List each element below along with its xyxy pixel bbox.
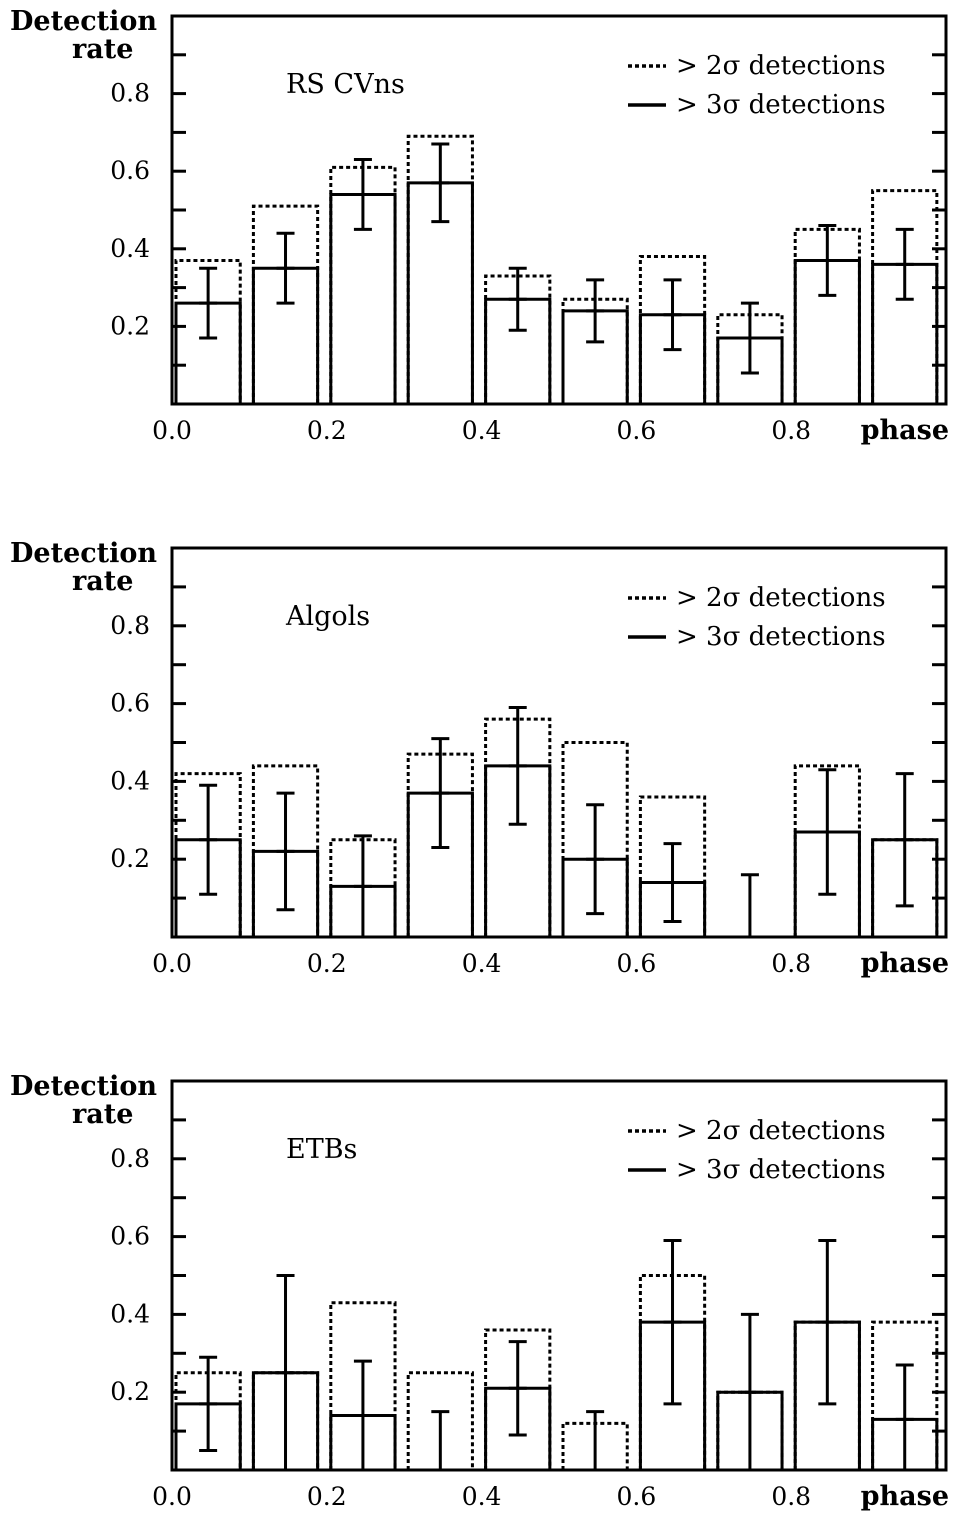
y-tick-label: 0.4 [110,1299,150,1328]
y-tick-label: 0.8 [110,1144,150,1173]
legend-entry: > 3σ detections [676,1155,886,1185]
y-tick-label: 0.4 [110,766,150,795]
bar-2sigma [406,1371,474,1470]
legend-entry: > 2σ detections [676,583,886,613]
x-tick-label: 0.8 [771,949,811,978]
x-tick-label: 0.2 [307,1482,347,1511]
y-axis-label: Detection [10,538,157,569]
bar-2sigma [329,1301,397,1470]
x-tick-label: 0.6 [617,416,657,445]
y-tick-label: 0.2 [110,844,150,873]
x-tick-label: 0.2 [307,949,347,978]
y-tick-label: 0.2 [110,1377,150,1406]
legend-entry: > 3σ detections [676,622,886,652]
x-tick-label: 0.4 [462,949,502,978]
y-axis-label: rate [72,566,133,597]
x-tick-label: 0.0 [152,949,192,978]
x-tick-label: 0.8 [771,416,811,445]
chart-panel-rs-cvns: 0.2 0.4 0.6 0.8 0.0 0.2 0.4 0.6 0.8 Detectionrate… [10,6,949,446]
legend-entry: > 3σ detections [676,90,886,120]
panel-label: Algols [285,601,370,632]
y-tick-label: 0.6 [110,1222,150,1251]
y-tick-label: 0.8 [110,611,150,640]
x-tick-label: 0.4 [462,416,502,445]
x-axis-label: phase [861,1481,949,1512]
y-tick-label: 0.8 [110,79,150,108]
bar-2sigma [561,741,629,937]
y-axis-label: Detection [10,6,157,37]
x-tick-label: 0.6 [617,1482,657,1511]
x-axis-label: phase [861,415,949,446]
x-tick-label: 0.8 [771,1482,811,1511]
x-tick-label: 0.0 [152,416,192,445]
y-tick-label: 0.2 [110,311,150,340]
y-tick-label: 0.6 [110,156,150,185]
bar-2sigma [871,1320,939,1470]
legend-entry: > 2σ detections [676,1116,886,1146]
y-axis-label: Detection [10,1071,157,1102]
x-tick-label: 0.2 [307,416,347,445]
y-axis-label: rate [72,34,133,65]
panel-label: ETBs [286,1134,357,1165]
x-tick-label: 0.4 [462,1482,502,1511]
chart-panel-algols: 0.2 0.4 0.6 0.8 0.0 0.2 0.4 0.6 0.8 Detectionrate… [10,538,949,979]
y-axis-label: rate [72,1099,133,1130]
y-tick-label: 0.6 [110,689,150,718]
chart-panel-etbs: 0.2 0.4 0.6 0.8 0.0 0.2 0.4 0.6 0.8 Detectionrate… [10,1071,949,1512]
panel-label: RS CVns [286,69,405,100]
legend-entry: > 2σ detections [676,51,886,81]
bar-2sigma [638,795,707,937]
y-tick-label: 0.4 [110,234,150,263]
x-tick-label: 0.6 [617,949,657,978]
x-tick-label: 0.0 [152,1482,192,1511]
x-axis-label: phase [861,948,949,979]
